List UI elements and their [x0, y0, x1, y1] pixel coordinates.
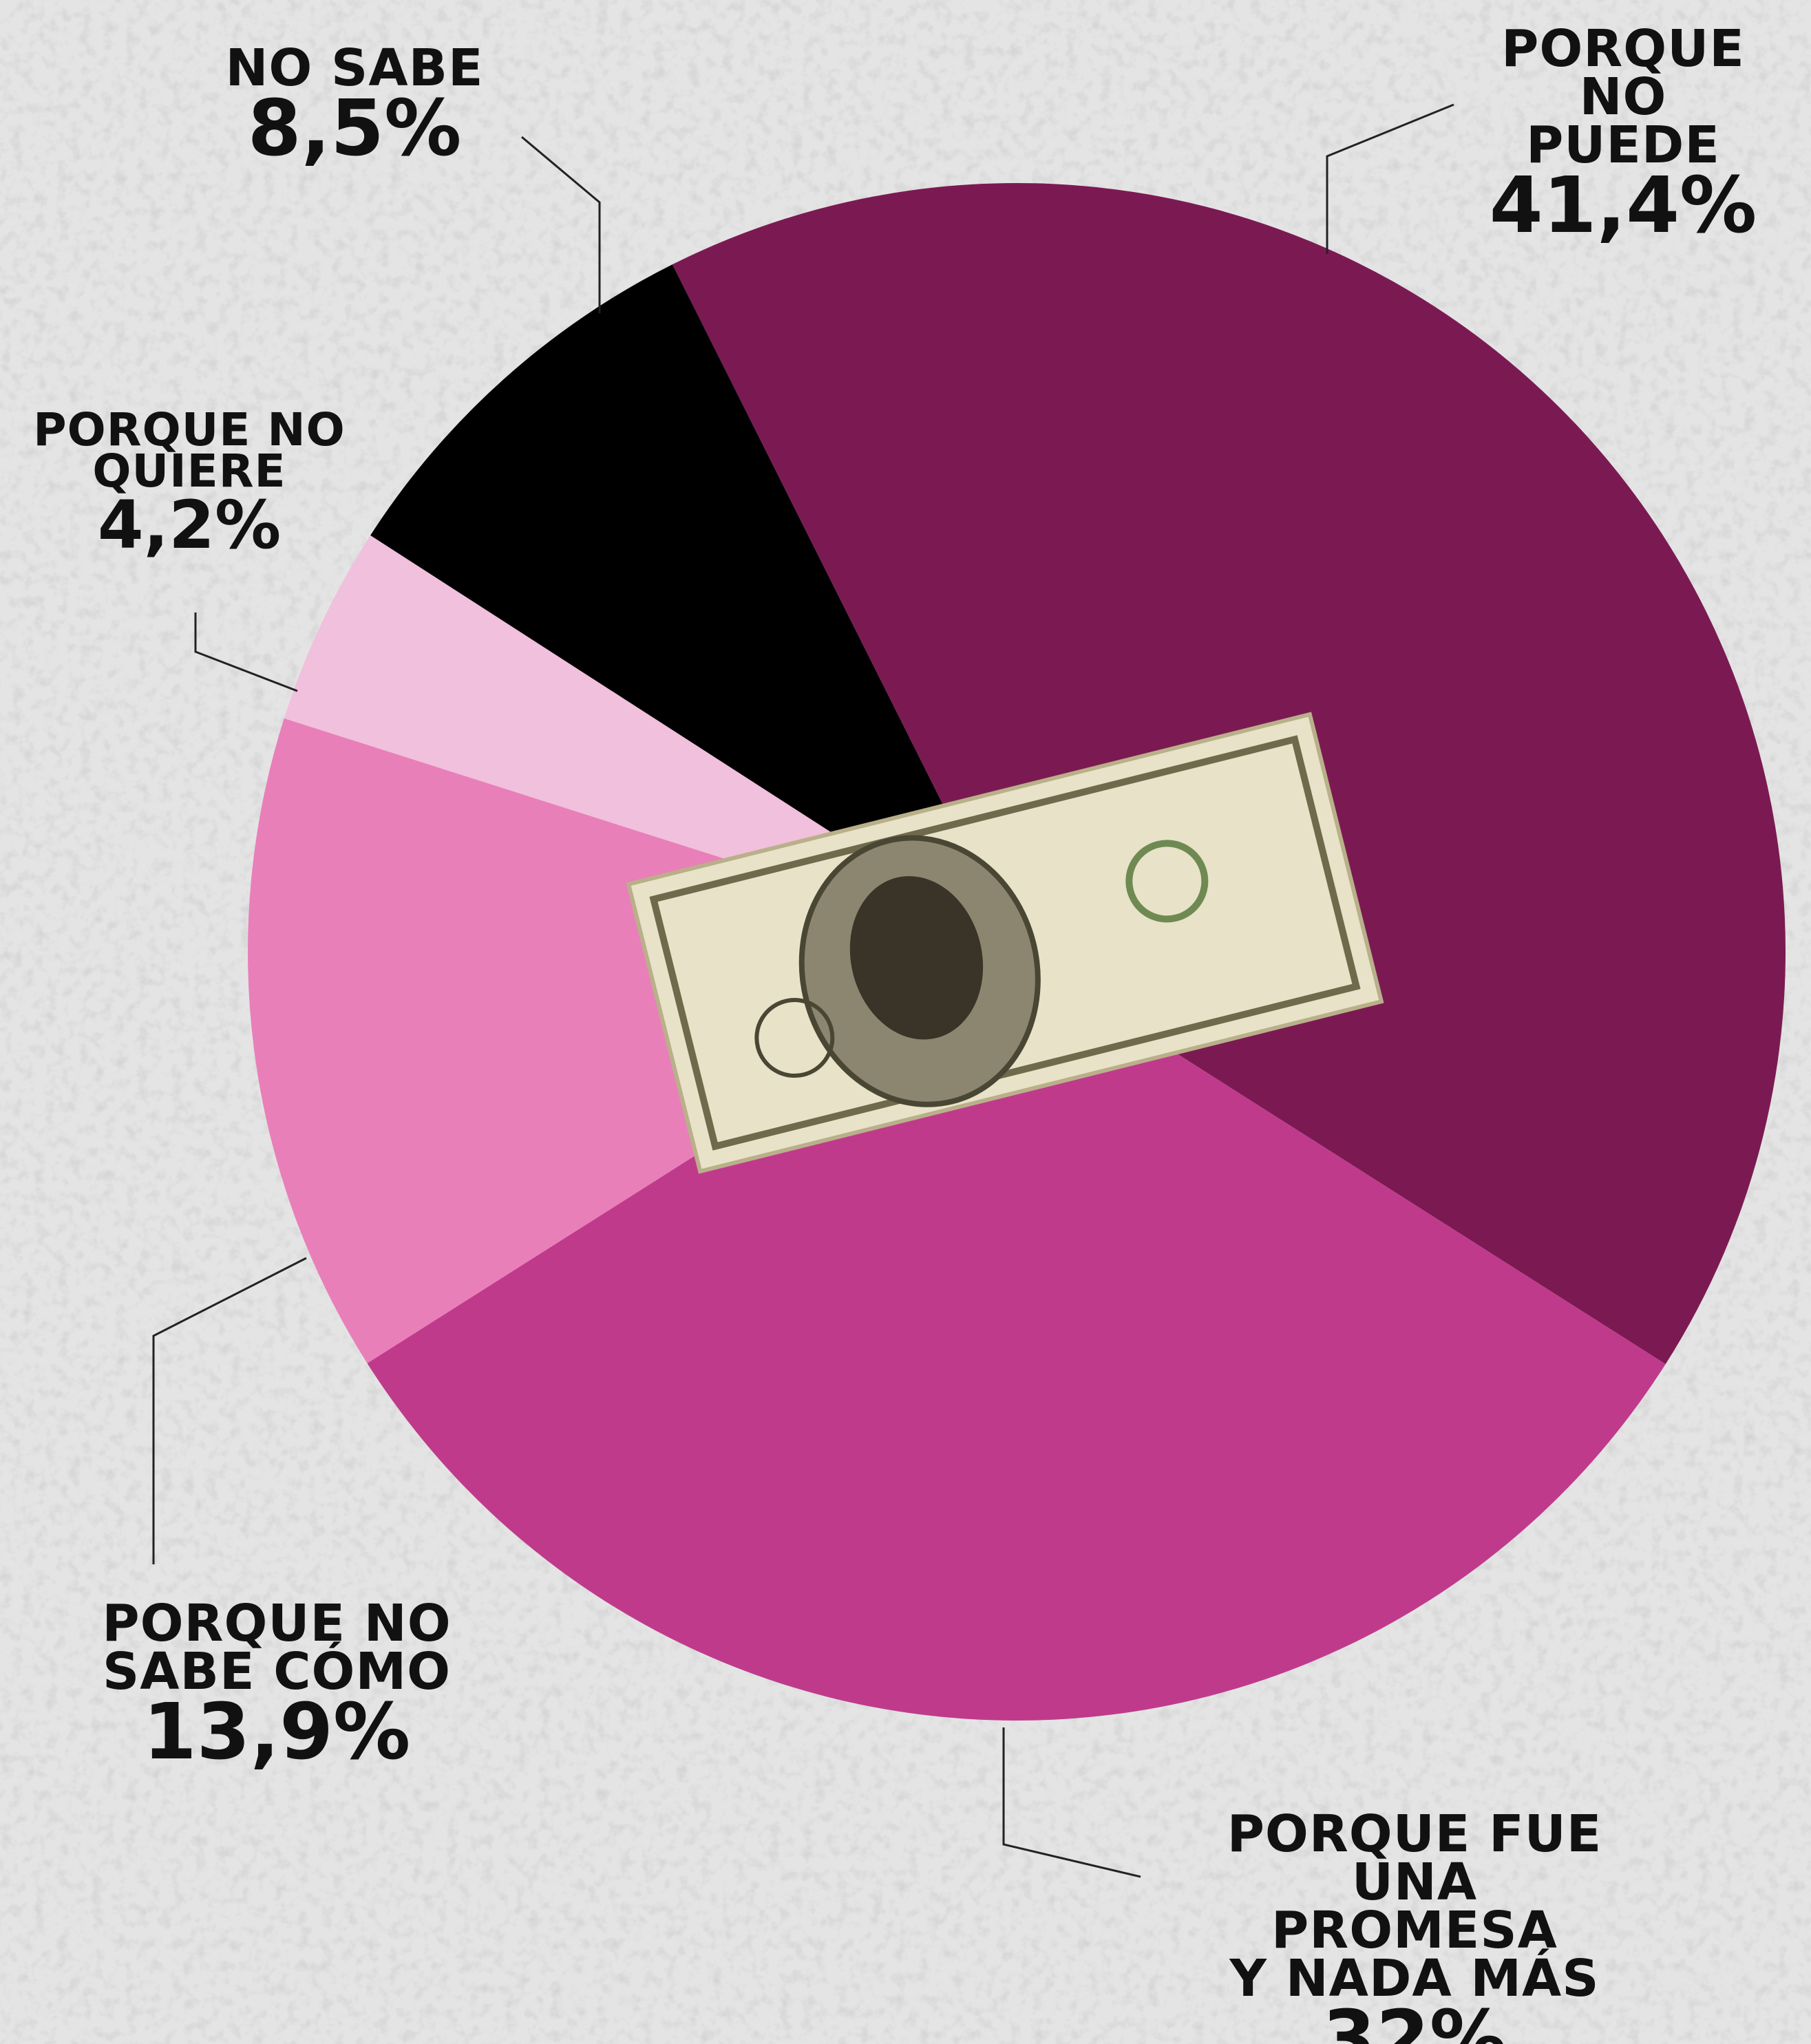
pie-slice — [367, 952, 1666, 1721]
category-label: PORQUE NO PUEDE — [1501, 19, 1745, 175]
leader-line — [152, 1257, 307, 1564]
slice-label: PORQUE NO QUIERE 4,2% — [33, 403, 346, 564]
slice-label: NO SABE 8,5% — [225, 39, 484, 173]
pie-slice — [370, 264, 1017, 952]
slice-label: PORQUE NO PUEDE 41,4% — [1489, 19, 1757, 251]
category-label: PORQUE NO SABE CÓMO — [102, 1594, 452, 1701]
leader-line — [521, 136, 601, 313]
value-label: 13,9% — [142, 1688, 411, 1777]
value-label: 8,5% — [247, 84, 462, 173]
category-label: NO SABE — [225, 39, 484, 98]
value-label: 4,2% — [97, 487, 282, 564]
pie-slice — [247, 718, 1017, 1363]
banknote — [626, 712, 1384, 1174]
category-label: PORQUE FUE UNA PROMESA Y NADA MÁS — [1227, 1805, 1602, 2008]
banknote-seal — [1125, 840, 1209, 923]
leader-line — [194, 613, 298, 692]
value-label: 32% — [1322, 1994, 1507, 2044]
value-label: 41,4% — [1489, 161, 1757, 251]
banknote-seal — [754, 998, 835, 1078]
slice-label: PORQUE NO SABE CÓMO 13,9% — [102, 1594, 452, 1777]
slice-label: PORQUE FUE UNA PROMESA Y NADA MÁS 32% — [1216, 1805, 1613, 2044]
leader-line — [1002, 1727, 1141, 1878]
category-label: PORQUE NO QUIERE — [33, 403, 346, 498]
banknote-border — [649, 735, 1361, 1151]
leader-lines — [152, 103, 1454, 1878]
banknote-face — [849, 876, 984, 1040]
leader-line — [1326, 103, 1454, 254]
